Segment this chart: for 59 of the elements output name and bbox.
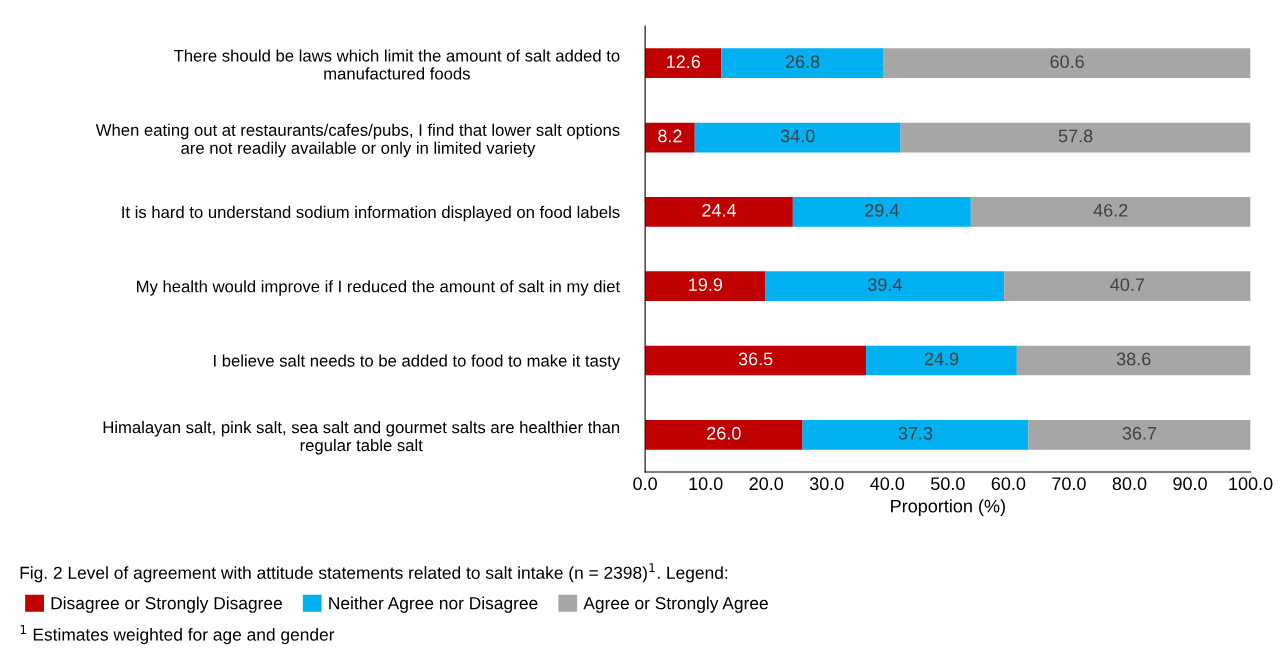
data-label: 46.2 bbox=[1093, 203, 1128, 217]
bar bbox=[900, 122, 1251, 153]
y-tick-label: When eating out at restaurants/cafes/pubs, I find that lower salt options are not readily available or only in limited variety bbox=[95, 123, 620, 158]
data-label: 57.8 bbox=[1058, 129, 1093, 143]
legend-label: Disagree or Strongly Disagree bbox=[51, 596, 282, 613]
bar bbox=[1028, 419, 1251, 450]
bar bbox=[883, 48, 1251, 79]
bar bbox=[765, 271, 1005, 302]
bar bbox=[792, 196, 971, 227]
data-label: 60.6 bbox=[1050, 55, 1084, 69]
x-tick-label: 30.0 bbox=[809, 477, 844, 491]
bar bbox=[645, 48, 722, 79]
x-tick-label: 100.0 bbox=[1229, 477, 1273, 491]
data-label: 26.0 bbox=[707, 426, 741, 440]
bar bbox=[1004, 271, 1251, 302]
x-tick-label: 60.0 bbox=[991, 477, 1026, 491]
bar bbox=[694, 122, 901, 153]
data-label: 24.4 bbox=[702, 203, 737, 217]
x-tick-label: 70.0 bbox=[1052, 477, 1086, 491]
x-tick-label: 90.0 bbox=[1173, 477, 1207, 491]
bar bbox=[645, 271, 766, 302]
data-label: 36.5 bbox=[738, 352, 773, 366]
y-tick-label: It is hard to understand sodium information displayed on food labels bbox=[122, 205, 620, 222]
x-tick-label: 0.0 bbox=[633, 477, 657, 491]
legend-label: Neither Agree nor Disagree bbox=[329, 596, 538, 613]
data-label: 24.9 bbox=[924, 352, 959, 366]
y-tick-label: Himalayan salt, pink salt, sea salt and gourmet salts are healthier than regular table salt bbox=[103, 421, 620, 455]
bar bbox=[645, 419, 803, 450]
data-label: 26.8 bbox=[785, 55, 820, 69]
data-label: 19.9 bbox=[689, 278, 723, 292]
bar bbox=[1016, 345, 1251, 376]
bar bbox=[645, 122, 695, 153]
x-axis-title: Proportion (%) bbox=[891, 499, 1005, 517]
data-label: 40.7 bbox=[1110, 278, 1145, 292]
x-tick-label: 40.0 bbox=[870, 477, 905, 491]
data-label: 29.4 bbox=[865, 203, 899, 217]
data-label: 12.6 bbox=[667, 55, 701, 69]
data-label: 37.3 bbox=[898, 426, 933, 440]
bar bbox=[645, 196, 793, 227]
text: $^{1}$ Estimates weighted for age and gender bbox=[20, 625, 335, 645]
data-label: 38.6 bbox=[1116, 352, 1151, 366]
x-tick-label: 20.0 bbox=[749, 477, 784, 491]
data-label: 36.7 bbox=[1122, 426, 1157, 440]
y-tick-label: My health would improve if I reduced the amount of salt in my diet bbox=[137, 280, 621, 296]
bar bbox=[721, 48, 884, 79]
bar bbox=[970, 196, 1251, 227]
bar bbox=[866, 345, 1017, 376]
bar bbox=[802, 419, 1029, 450]
y-tick-label: There should be laws which limit the amount of salt added to manufactured foods bbox=[173, 49, 620, 80]
x-tick-label: 10.0 bbox=[689, 477, 723, 491]
caption: Fig. 2 Level of agreement with attitude statements related to salt intake (n = 2398)$^{1}$. Legend: bbox=[20, 563, 728, 583]
bar bbox=[645, 345, 867, 376]
legend-label: Agree or Strongly Agree bbox=[583, 596, 768, 613]
y-tick-label: I believe salt needs to be added to food to make it tasty bbox=[214, 354, 621, 370]
x-tick-label: 50.0 bbox=[930, 477, 965, 491]
data-label: 34.0 bbox=[780, 129, 815, 143]
data-label: 39.4 bbox=[867, 278, 902, 292]
x-tick-label: 80.0 bbox=[1112, 477, 1147, 491]
data-label: 8.2 bbox=[658, 129, 682, 143]
